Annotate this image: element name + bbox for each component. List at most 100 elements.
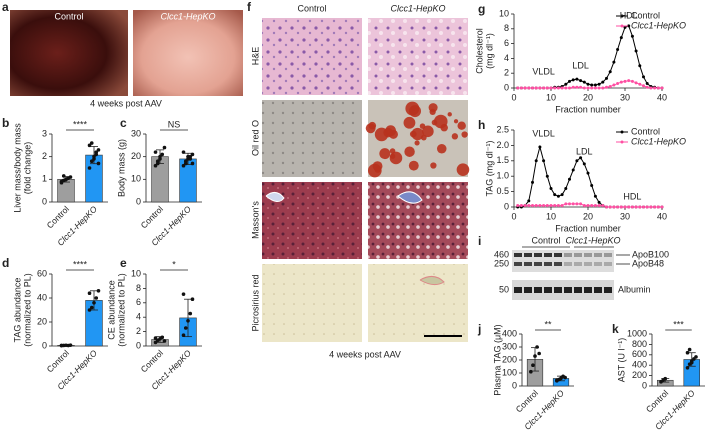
- y-tick-label: 200: [632, 370, 647, 380]
- y-tick-label: 2: [504, 68, 509, 78]
- data-point: [568, 177, 571, 181]
- x-tick-label: 20: [583, 211, 593, 221]
- y-tick-label: 6: [504, 38, 509, 48]
- band: [524, 253, 532, 257]
- lipid-droplet: [385, 125, 397, 137]
- lipid-droplet: [409, 130, 417, 138]
- data-point: [87, 291, 92, 296]
- data-point: [627, 205, 631, 209]
- significance-label: **: [544, 319, 552, 329]
- y-tick-label: 8: [504, 23, 509, 33]
- data-point: [575, 159, 579, 163]
- data-point: [181, 333, 186, 338]
- panel-letter: h: [478, 118, 485, 132]
- data-point: [689, 360, 694, 365]
- x-tick-label: 0: [511, 92, 516, 102]
- annotation: HDL: [623, 191, 641, 201]
- group-label: Control: [531, 235, 560, 245]
- data-point: [190, 161, 195, 166]
- data-point: [535, 345, 539, 349]
- panel-letter: c: [120, 116, 127, 130]
- data-point: [560, 203, 564, 207]
- marker-label: 250: [494, 258, 509, 268]
- band: [584, 262, 592, 266]
- data-point: [87, 166, 92, 170]
- data-point: [531, 363, 535, 368]
- y-axis-label: Cholesterol: [474, 28, 484, 74]
- band: [594, 287, 602, 293]
- data-point: [597, 82, 601, 86]
- data-point: [593, 194, 597, 198]
- x-tick-label: Control: [139, 348, 166, 375]
- panel-letter: f: [247, 0, 252, 14]
- y-tick-label: 600: [632, 349, 647, 359]
- data-point: [556, 86, 560, 90]
- data-point: [642, 84, 645, 88]
- image: [368, 182, 468, 259]
- data-point: [96, 289, 101, 293]
- data-point: [645, 85, 649, 89]
- band: [574, 262, 582, 266]
- data-point: [549, 86, 553, 90]
- data-point: [597, 200, 601, 204]
- caption: 4 weeks post AAV: [90, 98, 162, 108]
- legend-label: Control: [631, 10, 660, 20]
- data-point: [663, 376, 668, 381]
- data-point: [634, 81, 638, 85]
- lipid-droplet: [461, 131, 468, 138]
- y-tick-label: 0: [136, 196, 141, 206]
- y-tick-label: 0: [42, 196, 47, 206]
- histology: [262, 18, 470, 342]
- lipid-droplet: [456, 163, 470, 176]
- band: [604, 253, 612, 257]
- panel-letter: i: [478, 234, 481, 248]
- y-axis-label: Body mass (g): [116, 139, 126, 197]
- data-point: [527, 199, 531, 203]
- y-axis-label: CE abundance: [106, 280, 116, 340]
- photo: [133, 10, 243, 96]
- band: [604, 287, 612, 293]
- y-tick-label: 1.0: [496, 171, 509, 181]
- lipid-droplet: [379, 148, 391, 160]
- data-point: [538, 145, 542, 149]
- band-label: Albumin: [618, 284, 651, 294]
- data-point: [188, 311, 193, 316]
- data-point: [61, 174, 66, 178]
- photo-label: Clcc1-HepKO: [160, 11, 215, 21]
- data-point: [533, 354, 537, 358]
- data-point: [601, 80, 605, 84]
- y-tick-label: 400: [502, 328, 517, 338]
- data-point: [571, 202, 575, 206]
- band: [514, 262, 522, 266]
- annotation: HDL: [620, 10, 638, 20]
- y-tick-label: 10: [131, 268, 141, 278]
- band: [534, 287, 542, 293]
- y-tick-label: 1: [42, 174, 47, 184]
- band: [524, 287, 532, 293]
- data-point: [153, 163, 158, 168]
- x-tick-label: 20: [583, 92, 593, 102]
- significance-label: ****: [73, 259, 88, 269]
- band: [554, 253, 562, 257]
- band: [574, 253, 582, 257]
- data-point: [579, 85, 583, 89]
- legend-marker: [620, 130, 624, 134]
- row-label: Oil red O: [250, 120, 260, 156]
- data-point: [605, 205, 608, 209]
- band: [544, 287, 552, 293]
- y-tick-label: 200: [502, 354, 517, 364]
- y-axis-label: (fold change): [22, 142, 32, 195]
- column-header: Clcc1-HepKO: [390, 3, 445, 13]
- lipid-droplet: [409, 105, 421, 118]
- data-point: [605, 85, 608, 89]
- photo-label: Control: [54, 11, 83, 21]
- lipid-droplet: [429, 108, 436, 116]
- data-point: [582, 162, 586, 166]
- y-tick-label: 100: [502, 367, 517, 377]
- data-point: [649, 205, 653, 209]
- data-point: [616, 82, 620, 86]
- y-tick-label: 4: [504, 53, 509, 63]
- panel-letter: k: [612, 322, 619, 336]
- data-point: [568, 79, 571, 83]
